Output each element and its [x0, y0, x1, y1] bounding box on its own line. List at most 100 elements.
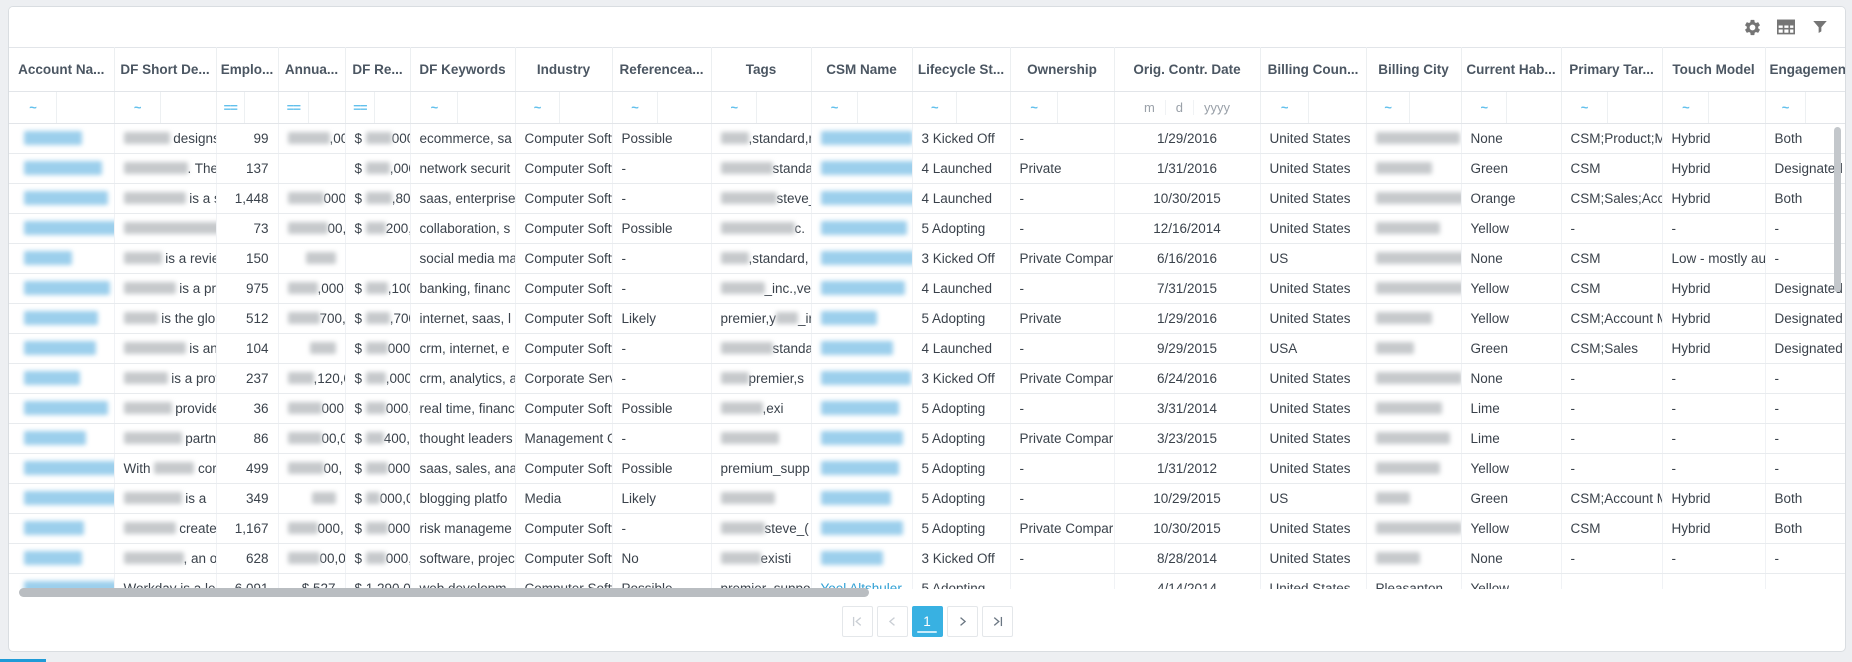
col-header-tags[interactable]: Tags — [711, 47, 812, 92]
account-name-link[interactable] — [24, 551, 82, 566]
settings-icon[interactable] — [1741, 16, 1763, 38]
date-filter-year-input[interactable]: yyyy — [1204, 100, 1231, 115]
col-header-country[interactable]: Billing Coun... — [1260, 47, 1367, 92]
account-name-link[interactable] — [24, 371, 80, 386]
next-page-button[interactable] — [946, 606, 978, 637]
date-filter-day-input[interactable]: d — [1166, 100, 1195, 115]
col-header-csm[interactable]: CSM Name — [811, 47, 913, 92]
current-page-button[interactable]: 1 — [911, 606, 943, 637]
filter-operator-industry[interactable]: ~ — [516, 92, 560, 123]
filter-operator-city[interactable]: ~ — [1367, 92, 1410, 123]
col-header-referenceable[interactable]: Referencea... — [612, 47, 712, 92]
account-name-link[interactable] — [24, 401, 108, 416]
csm-name-link[interactable] — [820, 461, 899, 476]
filter-operator-csm[interactable]: ~ — [812, 92, 858, 123]
filter-input-touch[interactable] — [1709, 92, 1764, 123]
filter-operator-annual[interactable]: == — [279, 92, 310, 123]
account-name-link[interactable] — [24, 131, 82, 146]
filter-operator-desc[interactable]: ~ — [115, 92, 161, 123]
prev-page-button[interactable] — [876, 606, 908, 637]
filter-input-engagement[interactable] — [1806, 92, 1845, 123]
filter-operator-engagement[interactable]: ~ — [1766, 92, 1806, 123]
account-name-link[interactable] — [24, 251, 72, 266]
csm-name-link[interactable] — [820, 371, 911, 386]
filter-input-primary[interactable] — [1608, 92, 1662, 123]
csm-name-link[interactable] — [820, 491, 891, 506]
filter-input-keywords[interactable] — [458, 92, 514, 123]
csm-name-link[interactable] — [820, 161, 911, 176]
filter-input-industry[interactable] — [560, 92, 611, 123]
filter-operator-habits[interactable]: ~ — [1462, 92, 1508, 123]
filter-operator-tags[interactable]: ~ — [712, 92, 758, 123]
filter-input-revenue[interactable] — [375, 92, 409, 123]
filter-operator-lifecycle[interactable]: ~ — [913, 92, 958, 123]
filter-input-city[interactable] — [1410, 92, 1460, 123]
filter-operator-employees[interactable]: == — [217, 92, 245, 123]
filter-operator-touch[interactable]: ~ — [1663, 92, 1710, 123]
filter-operator-referenceable[interactable]: ~ — [613, 92, 658, 123]
col-header-employees[interactable]: Emplo... — [216, 47, 279, 92]
last-page-button[interactable] — [981, 606, 1013, 637]
filter-input-desc[interactable] — [161, 92, 215, 123]
csm-name-link[interactable] — [820, 281, 905, 296]
col-header-date[interactable]: Orig. Contr. Date — [1114, 47, 1261, 92]
filter-operator-account[interactable]: ~ — [9, 92, 58, 123]
filter-input-account[interactable] — [57, 92, 113, 123]
filter-input-country[interactable] — [1309, 92, 1365, 123]
account-name-link[interactable] — [24, 341, 96, 356]
col-header-keywords[interactable]: DF Keywords — [410, 47, 516, 92]
horizontal-scrollbar-thumb[interactable] — [19, 588, 869, 597]
csm-name-link[interactable] — [820, 431, 903, 446]
filter-input-referenceable[interactable] — [658, 92, 710, 123]
filter-operator-ownership[interactable]: ~ — [1011, 92, 1058, 123]
filter-input-lifecycle[interactable] — [957, 92, 1009, 123]
csm-name-link[interactable] — [820, 131, 911, 146]
account-name-link[interactable] — [24, 431, 86, 446]
filter-input-ownership[interactable] — [1058, 92, 1113, 123]
first-page-button[interactable] — [841, 606, 873, 637]
account-name-link[interactable] — [24, 191, 108, 206]
account-name-link[interactable] — [24, 311, 98, 326]
filter-input-employees[interactable] — [245, 92, 277, 123]
col-header-desc[interactable]: DF Short De... — [114, 47, 217, 92]
col-header-industry[interactable]: Industry — [515, 47, 613, 92]
csm-name-link[interactable] — [820, 191, 911, 206]
account-name-link[interactable] — [24, 221, 113, 236]
date-filter-month-input[interactable]: m — [1134, 100, 1166, 115]
csm-name-link[interactable] — [820, 341, 893, 356]
account-name-link[interactable] — [24, 461, 113, 476]
col-header-account[interactable]: Account Na... — [9, 47, 115, 92]
col-header-touch[interactable]: Touch Model — [1662, 47, 1766, 92]
filter-operator-revenue[interactable]: == — [346, 92, 376, 123]
col-header-annual[interactable]: Annua... — [278, 47, 346, 92]
filter-operator-country[interactable]: ~ — [1261, 92, 1309, 123]
account-name-link[interactable] — [24, 281, 110, 296]
filter-icon[interactable] — [1809, 16, 1831, 38]
csm-name-link[interactable] — [820, 311, 877, 326]
col-header-engagement[interactable]: Engagemen... — [1765, 47, 1845, 92]
vertical-scrollbar-thumb[interactable] — [1834, 127, 1841, 292]
account-name-link[interactable] — [24, 161, 102, 176]
col-header-habits[interactable]: Current Hab... — [1461, 47, 1562, 92]
account-name-link[interactable] — [24, 491, 113, 506]
col-header-lifecycle[interactable]: Lifecycle St... — [912, 47, 1011, 92]
filter-operator-keywords[interactable]: ~ — [411, 92, 459, 123]
csm-name-link[interactable] — [820, 551, 883, 566]
filter-input-annual[interactable] — [309, 92, 344, 123]
col-header-revenue[interactable]: DF Re... — [345, 47, 411, 92]
account-name-link[interactable] — [24, 521, 84, 536]
filter-input-tags[interactable] — [757, 92, 810, 123]
filter-operator-primary[interactable]: ~ — [1562, 92, 1608, 123]
csm-name-link[interactable] — [820, 401, 899, 416]
col-header-city[interactable]: Billing City — [1366, 47, 1462, 92]
csm-name-link[interactable] — [820, 521, 903, 536]
filter-input-csm[interactable] — [858, 92, 912, 123]
filter-input-habits[interactable] — [1507, 92, 1560, 123]
col-header-primary[interactable]: Primary Tar... — [1561, 47, 1663, 92]
csm-name-link[interactable]: Yoel Altshuler — [820, 581, 902, 589]
csm-name-link[interactable] — [820, 251, 911, 266]
col-header-ownership[interactable]: Ownership — [1010, 47, 1115, 92]
account-name-link[interactable] — [24, 581, 113, 589]
table-columns-icon[interactable] — [1775, 16, 1797, 38]
csm-name-link[interactable] — [820, 221, 907, 236]
